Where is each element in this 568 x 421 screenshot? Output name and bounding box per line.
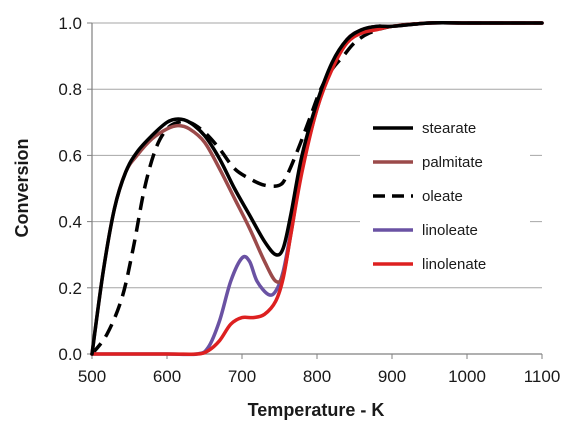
x-tick-label: 1000 — [448, 367, 486, 386]
y-tick-label: 0.2 — [58, 279, 82, 298]
legend-box — [360, 112, 530, 272]
y-tick-label: 0.4 — [58, 213, 82, 232]
legend: stearate palmitate oleate linoleate linolena… — [373, 120, 486, 273]
legend-label-linoleate: linoleate — [422, 222, 478, 239]
y-tick-label: 0.8 — [58, 80, 82, 99]
x-tick-labels: 500 600 700 800 900 1000 1100 — [78, 367, 560, 386]
x-tick-label: 700 — [228, 367, 256, 386]
series-line-oleate — [90, 21, 542, 356]
x-tick-label: 1100 — [524, 367, 561, 386]
series-line-stearate — [90, 21, 544, 356]
legend-label-palmitate: palmitate — [422, 154, 483, 171]
x-tick-label: 800 — [303, 367, 331, 386]
legend-label-oleate: oleate — [422, 188, 463, 205]
x-axis-title: Temperature - K — [248, 400, 385, 420]
x-tick-label: 900 — [378, 367, 406, 386]
y-tick-label: 0.0 — [58, 345, 82, 364]
x-tick-label: 500 — [78, 367, 106, 386]
legend-background — [360, 112, 530, 272]
legend-label-stearate: stearate — [422, 120, 476, 137]
legend-label-linolenate: linolenate — [422, 256, 486, 273]
y-tick-labels: 0.0 0.2 0.4 0.6 0.8 1.0 — [58, 14, 82, 364]
y-axis-title: Conversion — [12, 138, 32, 237]
x-tick-label: 600 — [153, 367, 181, 386]
y-tick-label: 1.0 — [58, 14, 82, 33]
series-lines — [90, 21, 544, 357]
y-tick-label: 0.6 — [58, 146, 82, 165]
